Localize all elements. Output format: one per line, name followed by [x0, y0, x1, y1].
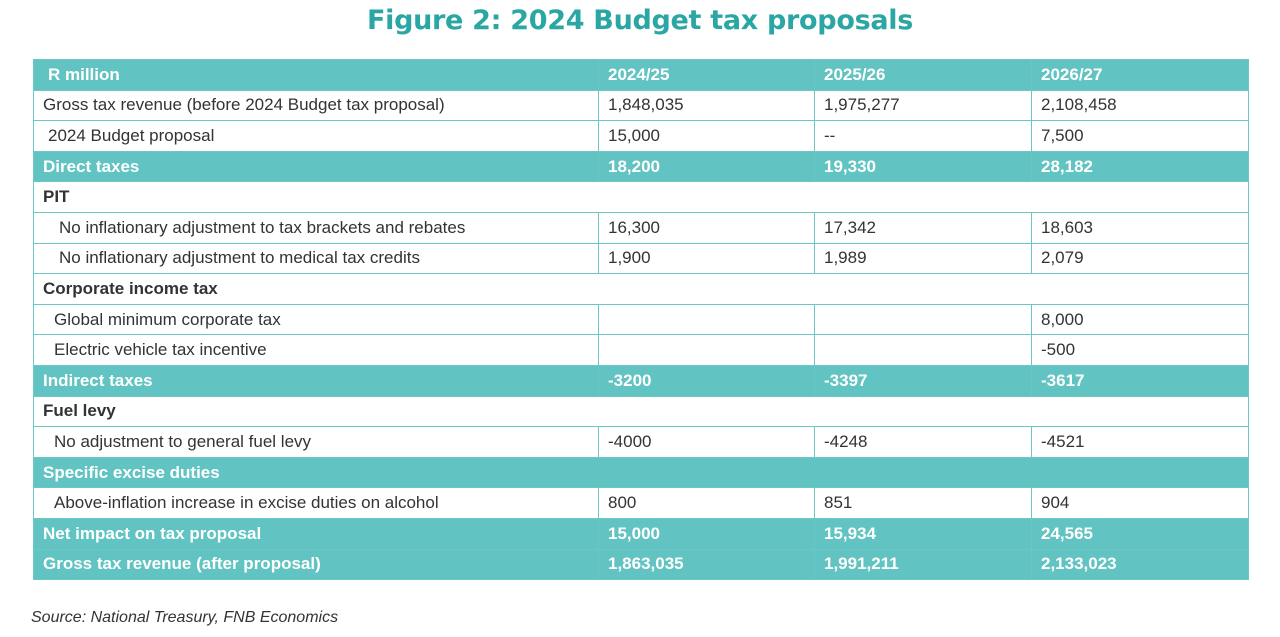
- cell-label: No inflationary adjustment to medical ta…: [33, 242, 599, 275]
- cell-2026-27: 18,603: [1031, 211, 1249, 244]
- cell-2026-27: 8,000: [1031, 303, 1249, 336]
- cell-2025-26: -3397: [814, 364, 1032, 397]
- cell-2026-27: -4521: [1031, 426, 1249, 458]
- cell-2026-27: 28,182: [1031, 150, 1249, 183]
- figure-title: Figure 2: 2024 Budget tax proposals: [366, 5, 913, 36]
- section-heading-cell: Corporate income tax: [33, 273, 1249, 305]
- cell-label: Global minimum corporate tax: [33, 303, 599, 336]
- cell-2025-26: 1,975,277: [814, 89, 1032, 122]
- cell-label: No inflationary adjustment to tax bracke…: [33, 211, 599, 244]
- table-row: Corporate income tax: [33, 273, 1249, 305]
- cell-2024-25: -4000: [598, 426, 815, 458]
- budget-tax-table: R million 2024/25 2025/26 2026/27 Gross …: [33, 59, 1249, 581]
- cell-2026-27: 2,079: [1031, 242, 1249, 275]
- header-cell-2024-25: 2024/25: [598, 59, 815, 91]
- cell-2025-26: -4248: [814, 426, 1032, 458]
- cell-2026-27: 24,565: [1031, 517, 1249, 550]
- table-body: Gross tax revenue (before 2024 Budget ta…: [33, 89, 1249, 581]
- table-row: Above-inflation increase in excise dutie…: [33, 487, 1249, 519]
- cell-2025-26: --: [814, 120, 1032, 152]
- cell-label: Direct taxes: [33, 150, 599, 183]
- cell-2025-26: 1,989: [814, 242, 1032, 275]
- cell-2025-26: [814, 334, 1032, 366]
- table-row: Net impact on tax proposal 15,000 15,934 24…: [33, 517, 1249, 550]
- cell-2024-25: 18,200: [598, 150, 815, 183]
- header-cell-2026-27: 2026/27: [1031, 59, 1249, 91]
- cell-2024-25: 15,000: [598, 517, 815, 550]
- cell-label: Electric vehicle tax incentive: [33, 334, 599, 366]
- cell-2025-26: 17,342: [814, 211, 1032, 244]
- table-row: No adjustment to general fuel levy -4000-…: [33, 426, 1249, 458]
- cell-2024-25: [598, 303, 815, 336]
- cell-2025-26: 851: [814, 487, 1032, 519]
- table-row: Electric vehicle tax incentive -500: [33, 334, 1249, 366]
- cell-label: Gross tax revenue (before 2024 Budget ta…: [33, 89, 599, 122]
- cell-2024-25: 16,300: [598, 211, 815, 244]
- table-row: Specific excise duties: [33, 456, 1249, 489]
- table-row: Direct taxes 18,200 19,330 28,182: [33, 150, 1249, 183]
- cell-2024-25: 1,863,035: [598, 548, 815, 581]
- cell-2024-25: 1,848,035: [598, 89, 815, 122]
- cell-2025-26: 15,934: [814, 517, 1032, 550]
- table-row: 2024 Budget proposal 15,000 -- 7,500: [33, 120, 1249, 152]
- section-heading-cell: Specific excise duties: [33, 456, 1249, 489]
- header-cell-label: R million: [33, 59, 599, 91]
- cell-2026-27: -500: [1031, 334, 1249, 366]
- cell-2024-25: -3200: [598, 364, 815, 397]
- table-row: PIT: [33, 181, 1249, 213]
- table-row: Indirect taxes -3200 -3397 -3617: [33, 364, 1249, 397]
- cell-2024-25: 15,000: [598, 120, 815, 152]
- cell-2026-27: 904: [1031, 487, 1249, 519]
- table-row: Gross tax revenue (before 2024 Budget ta…: [33, 89, 1249, 122]
- table-row: Global minimum corporate tax 8,000: [33, 303, 1249, 336]
- section-heading-cell: PIT: [33, 181, 1249, 213]
- cell-label: Indirect taxes: [33, 364, 599, 397]
- section-heading-cell: Fuel levy: [33, 395, 1249, 428]
- cell-label: Gross tax revenue (after proposal): [33, 548, 599, 581]
- table-row: Gross tax revenue (after proposal) 1,863,…: [33, 548, 1249, 581]
- cell-2024-25: 1,900: [598, 242, 815, 275]
- cell-label: Above-inflation increase in excise dutie…: [33, 487, 599, 519]
- cell-label: 2024 Budget proposal: [33, 120, 599, 152]
- cell-2026-27: 2,133,023: [1031, 548, 1249, 581]
- cell-2025-26: 19,330: [814, 150, 1032, 183]
- cell-label: Net impact on tax proposal: [33, 517, 599, 550]
- table-row: No inflationary adjustment to tax bracke…: [33, 211, 1249, 244]
- source-note: Source: National Treasury, FNB Economics: [31, 609, 339, 626]
- cell-2025-26: [814, 303, 1032, 336]
- table-header-row: R million 2024/25 2025/26 2026/27: [33, 59, 1249, 91]
- cell-2025-26: 1,991,211: [814, 548, 1032, 581]
- table-row: No inflationary adjustment to medical ta…: [33, 242, 1249, 275]
- cell-2026-27: 7,500: [1031, 120, 1249, 152]
- cell-2024-25: [598, 334, 815, 366]
- table-row: Fuel levy: [33, 395, 1249, 428]
- header-cell-2025-26: 2025/26: [814, 59, 1032, 91]
- cell-2026-27: -3617: [1031, 364, 1249, 397]
- cell-2026-27: 2,108,458: [1031, 89, 1249, 122]
- cell-2024-25: 800: [598, 487, 815, 519]
- cell-label: No adjustment to general fuel levy: [33, 426, 599, 458]
